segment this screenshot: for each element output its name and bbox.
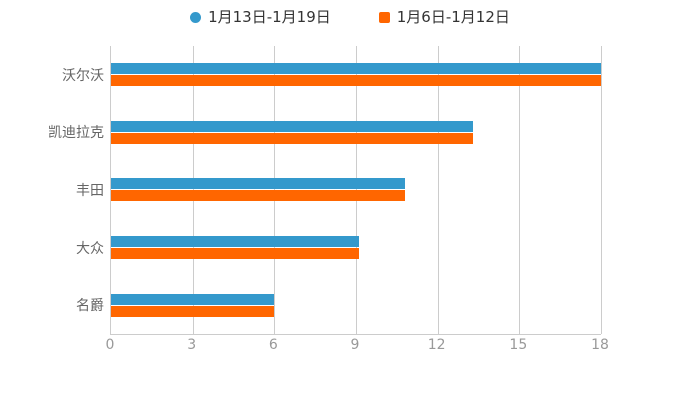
circle-icon bbox=[190, 11, 202, 23]
y-axis-labels: 沃尔沃凯迪拉克丰田大众名爵 bbox=[0, 46, 104, 334]
category-label-3: 大众 bbox=[76, 240, 104, 257]
category-label-2: 丰田 bbox=[76, 182, 104, 199]
category-row-1 bbox=[111, 104, 601, 162]
bar-series0-cat0[interactable] bbox=[111, 63, 601, 75]
gridline-x-18 bbox=[601, 46, 602, 334]
bar-series1-cat0[interactable] bbox=[111, 75, 601, 87]
bar-series0-cat1[interactable] bbox=[111, 120, 474, 132]
bar-rows bbox=[111, 46, 601, 334]
square-icon bbox=[378, 11, 390, 23]
bar-series0-cat4[interactable] bbox=[111, 293, 275, 305]
category-row-2 bbox=[111, 161, 601, 219]
category-row-3 bbox=[111, 219, 601, 277]
bar-series1-cat3[interactable] bbox=[111, 248, 359, 260]
legend-item-0[interactable]: 1月13日-1月19日 bbox=[190, 7, 331, 26]
gridline-x-9 bbox=[356, 46, 357, 334]
category-label-1: 凯迪拉克 bbox=[48, 125, 104, 142]
legend-label: 1月6日-1月12日 bbox=[396, 7, 510, 26]
category-row-4 bbox=[111, 276, 601, 334]
plot-area bbox=[110, 46, 602, 335]
x-tick-label-3: 3 bbox=[187, 337, 197, 353]
x-tick-label-18: 18 bbox=[591, 337, 609, 353]
x-tick-label-12: 12 bbox=[427, 337, 446, 353]
category-label-4: 名爵 bbox=[76, 298, 104, 315]
chart-legend: 1月13日-1月19日 1月6日-1月12日 bbox=[0, 6, 700, 28]
bar-series0-cat3[interactable] bbox=[111, 236, 359, 248]
bar-series1-cat4[interactable] bbox=[111, 305, 275, 317]
gridline-x-3 bbox=[192, 46, 194, 334]
x-tick-label-6: 6 bbox=[268, 337, 278, 353]
bar-series1-cat1[interactable] bbox=[111, 132, 474, 144]
x-tick-label-15: 15 bbox=[509, 337, 528, 353]
x-axis-labels: 0 3 6 9 12 15 18 bbox=[106, 337, 609, 358]
x-tick-label-9: 9 bbox=[350, 337, 360, 353]
category-row-0 bbox=[111, 46, 601, 104]
x-tick-label-0: 0 bbox=[105, 337, 115, 353]
gridline-x-12 bbox=[437, 46, 439, 334]
bar-series0-cat2[interactable] bbox=[111, 178, 405, 190]
category-label-0: 沃尔沃 bbox=[62, 67, 104, 84]
legend-item-1[interactable]: 1月6日-1月12日 bbox=[378, 7, 510, 26]
gridline-x-15 bbox=[519, 46, 521, 334]
gridline-x-6 bbox=[274, 46, 276, 334]
legend-label: 1月13日-1月19日 bbox=[208, 7, 331, 26]
bar-series1-cat2[interactable] bbox=[111, 190, 405, 202]
